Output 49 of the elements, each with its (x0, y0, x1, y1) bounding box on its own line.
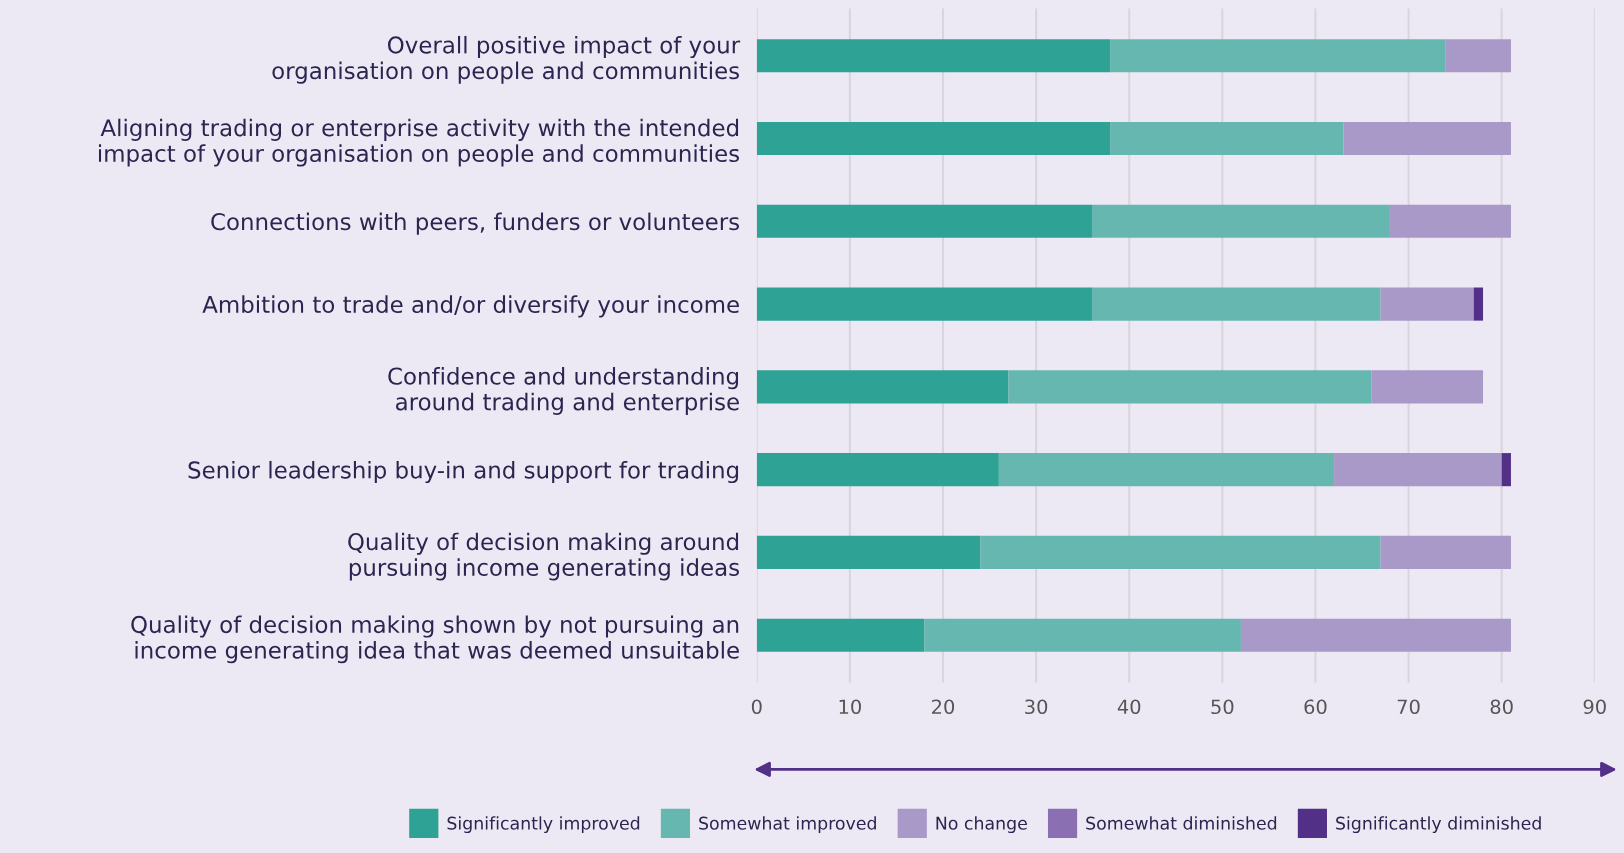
bar (1501, 453, 1511, 487)
bar (1240, 618, 1511, 652)
bar (756, 204, 1092, 238)
bar (1380, 287, 1474, 321)
bar (756, 370, 1009, 404)
bar (1371, 370, 1484, 404)
bar (756, 535, 981, 569)
x-tick-label: 80 (1490, 699, 1513, 715)
y-tick-label: Quality of decision making shown by not pursuing an income generating idea that was deemed unsuitable (131, 615, 739, 664)
y-tick-label: Quality of decision making around pursuing income generating ideas (348, 532, 739, 581)
y-tick-label: Confidence and understanding around trading and enterprise (388, 367, 739, 415)
x-tick-label: 70 (1397, 699, 1420, 715)
x-tick-label: 60 (1304, 699, 1327, 715)
bar (924, 618, 1241, 652)
x-tick-label: 50 (1211, 699, 1234, 715)
bar (1389, 204, 1511, 238)
bar (1334, 453, 1502, 487)
bar (1008, 370, 1372, 404)
y-tick-label: Senior leadership buy-in and support for trading (188, 460, 739, 484)
y-tick-label: Connections with peers, funders or volunteers (211, 212, 740, 235)
x-tick-label: 40 (1117, 699, 1141, 715)
bar (1110, 39, 1446, 73)
legend-label: Significantly diminished (1336, 816, 1541, 834)
bar (756, 287, 1092, 321)
bar (756, 121, 1111, 156)
bar (1343, 121, 1511, 156)
bar (1091, 204, 1390, 238)
x-tick-label: 20 (932, 699, 955, 715)
y-tick-label: Overall positive impact of your organisation on people and communities (272, 35, 741, 84)
bar (756, 618, 925, 652)
bar (756, 453, 999, 487)
bar (980, 535, 1381, 569)
x-tick-label: 30 (1025, 699, 1048, 715)
bar (756, 39, 1111, 73)
bar (998, 453, 1335, 487)
x-tick-label: 0 (751, 699, 762, 715)
bar (1445, 39, 1511, 73)
x-tick-label: 10 (839, 699, 861, 715)
bar (1473, 287, 1484, 321)
y-tick-label: Aligning trading or enterprise activity with the intended impact of your organisation on people and communities (98, 118, 739, 167)
y-tick-label: Ambition to trade and/or diversify your income (202, 295, 739, 318)
legend-label: No change (936, 816, 1027, 834)
legend-label: Somewhat diminished (1086, 816, 1277, 830)
bar (1110, 121, 1344, 156)
legend-label: Somewhat improved (699, 816, 876, 834)
bar (1380, 535, 1511, 569)
legend-label: Significantly improved (447, 816, 640, 834)
bar (1091, 287, 1381, 321)
x-tick-label: 90 (1583, 699, 1606, 715)
